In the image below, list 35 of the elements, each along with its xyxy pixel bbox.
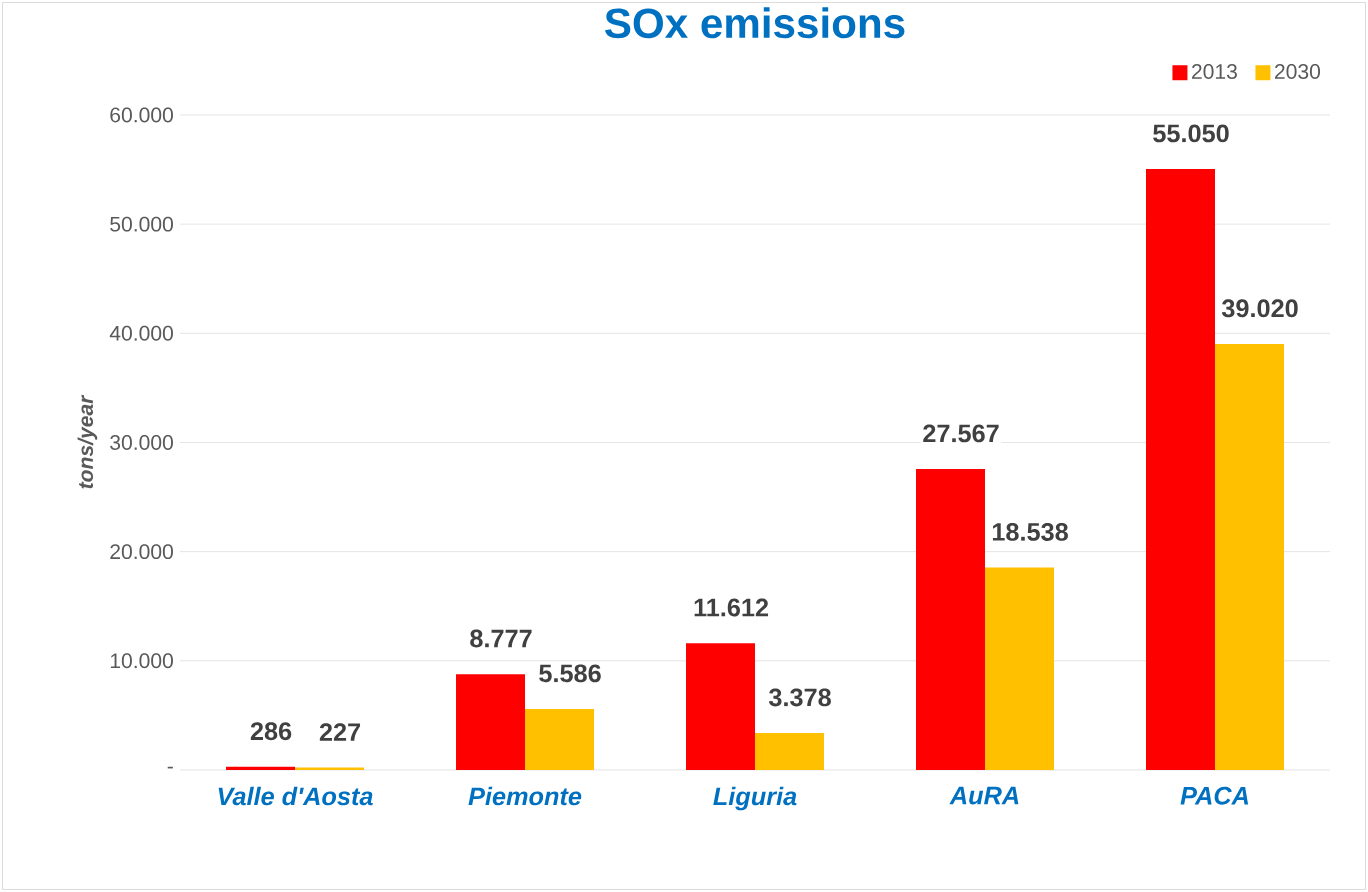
bar (1215, 344, 1284, 770)
bar (226, 766, 296, 770)
bar (456, 674, 526, 770)
data-label: 8.777 (470, 629, 532, 648)
chart-title: SOx emissions (605, 7, 905, 39)
data-label: 55.050 (1153, 124, 1229, 143)
y-tick-label: 10.000 (110, 653, 173, 669)
data-label: 39.020 (1221, 299, 1298, 318)
y-tick-label: 30.000 (110, 435, 173, 450)
bar (755, 733, 824, 770)
legend-label: 2030 (1275, 64, 1321, 79)
data-label: 27.567 (923, 424, 999, 443)
data-label: 3.378 (768, 688, 831, 707)
x-tick-label: AuRA (949, 786, 1019, 805)
bar (916, 469, 985, 770)
y-tick-label: 20.000 (110, 544, 173, 560)
legend-label: 2013 (1192, 64, 1237, 79)
x-tick-label: Piemonte (468, 786, 582, 806)
y-tick-label: - (167, 766, 173, 769)
data-label: 227 (319, 723, 361, 741)
y-tick-label: 50.000 (110, 216, 173, 232)
y-axis-title: tons/year (77, 394, 98, 489)
data-label: 286 (250, 722, 292, 741)
bar (1146, 169, 1215, 770)
data-label: 11.612 (694, 598, 769, 617)
data-label: 18.538 (992, 522, 1068, 541)
x-tick-label: PACA (1180, 786, 1249, 805)
bar (686, 643, 755, 770)
x-tick-label: Liguria (713, 786, 797, 811)
data-label: 5.586 (539, 664, 601, 683)
y-tick-label: 40.000 (109, 325, 173, 341)
bar (985, 567, 1055, 770)
y-tick-label: 60.000 (110, 107, 173, 123)
bar (525, 709, 594, 770)
x-tick-label: Valle d'Aosta (218, 786, 373, 806)
